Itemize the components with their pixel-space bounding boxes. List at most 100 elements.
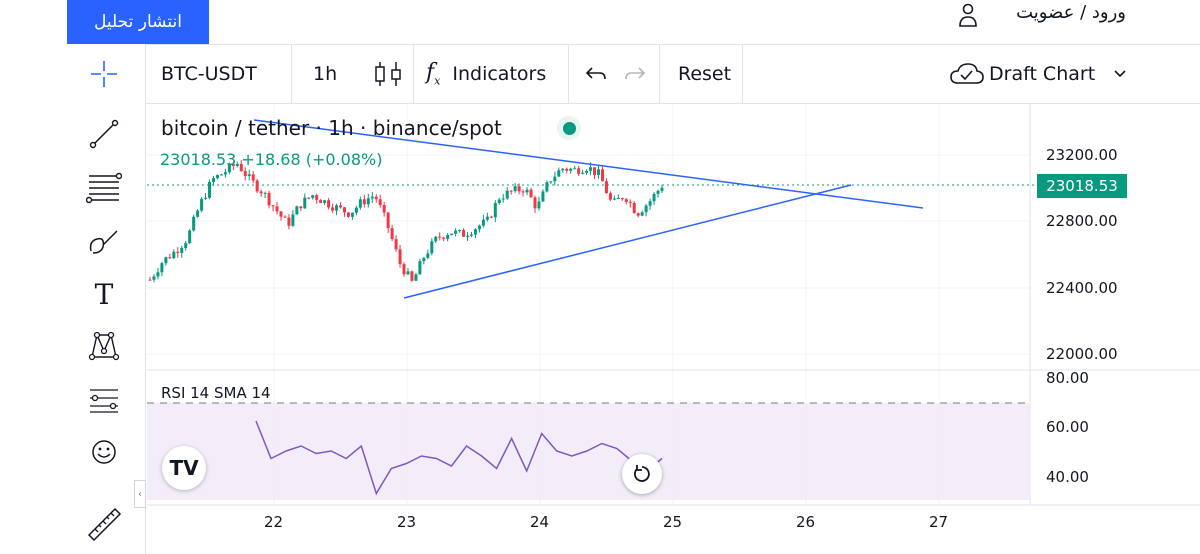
candle-body [414,274,418,281]
candle-body [517,186,521,192]
candle-body [561,168,565,171]
candle-body [247,174,251,177]
candle-body [176,251,180,253]
y-axis-label: 22000.00 [1046,345,1118,363]
y-axis-label: 22400.00 [1046,279,1118,297]
candle-body [196,210,200,217]
fib-lines-icon [86,172,122,204]
candle-body [485,216,489,220]
candle-body [549,181,553,183]
candle-body [231,164,235,167]
candle-body [291,214,295,226]
rsi-band [147,403,1030,500]
candle-body [569,168,573,171]
draft-chart-dropdown[interactable]: Draft Chart [949,45,1127,103]
emoji-tool[interactable] [84,432,124,472]
candle-body [640,212,644,216]
rsi-legend[interactable]: RSI 14 SMA 14 [161,384,271,402]
candle-body [362,199,366,205]
reset-button[interactable]: Reset [678,63,732,85]
candle-body [188,230,192,244]
x-axis-label: 23 [397,513,417,531]
undo-button[interactable] [584,45,608,103]
candle-body [287,217,291,226]
candle-body [593,167,597,175]
x-axis-label: 27 [929,513,949,531]
user-icon[interactable] [956,2,980,28]
reset-chart-button[interactable] [622,454,662,494]
candle-body [172,251,176,259]
crosshair-tool[interactable] [84,54,124,94]
trend-line-icon [89,119,119,149]
candle-body [303,197,307,209]
candle-body [219,174,223,176]
candle-body [168,257,172,259]
upper-trend-line[interactable] [253,119,924,209]
pattern-tool[interactable] [84,326,124,366]
market-status-icon[interactable] [557,116,581,140]
current-price-tag: 23018.53 [1037,174,1127,198]
tradingview-logo[interactable]: TV [162,446,206,490]
candle-body [624,199,628,202]
candle-body [279,211,283,217]
candle-body [204,197,208,199]
collapse-toolbar-button[interactable]: ‹ [134,480,146,508]
candle-body [323,200,327,203]
publish-analysis-button[interactable]: انتشار تحلیل [67,0,209,44]
candle-body [533,197,537,209]
candle-body [581,172,585,174]
candle-body [378,199,382,206]
candle-body [450,233,454,236]
candle-body [243,171,247,177]
candle-body [545,182,549,192]
lower-trend-line[interactable] [403,184,852,299]
candle-body [295,206,299,215]
candle-body [350,212,354,217]
candle-body [497,199,501,204]
candle-body [390,228,394,240]
x-axis-label: 26 [796,513,816,531]
candle-body [612,198,616,200]
candle-body [462,230,466,237]
interval-selector[interactable]: 1h [313,63,338,85]
candle-body [184,243,188,248]
candle-body [434,236,438,242]
text-icon: T [94,277,114,311]
candle-body [223,172,227,175]
indicators-button[interactable]: fx Indicators [426,45,546,103]
brush-tool[interactable] [84,222,124,262]
candle-body [596,169,600,175]
chart-toolbar: BTC-USDT 1h fx Indicators Reset Draft Ch… [146,44,1200,104]
candle-body [315,195,319,200]
trend-line-tool[interactable] [84,114,124,154]
candle-body [200,198,204,211]
candle-body [469,234,473,236]
candle-body [505,190,509,199]
candle-body [354,207,358,213]
top-bar: انتشار تحلیل ورود / عضویت [0,0,1200,44]
candle-body [148,279,152,281]
ruler-tool[interactable] [84,504,124,544]
text-tool[interactable]: T [84,274,124,314]
prediction-tool[interactable] [84,380,124,420]
candle-body [656,190,660,194]
fib-retracement-tool[interactable] [84,168,124,208]
candle-body [370,196,374,199]
candle-body [529,189,533,198]
login-register-link[interactable]: ورود / عضویت [1016,2,1126,23]
brush-icon [89,230,118,254]
candle-body [235,163,239,167]
candle-body [227,164,231,173]
redo-button[interactable] [623,45,647,103]
symbol-selector[interactable]: BTC-USDT [161,63,257,85]
candle-body [212,178,216,182]
candle-body [418,261,422,275]
candle-body [160,263,164,273]
candle-body [454,230,458,234]
candle-body [239,163,243,172]
candle-body [374,196,378,200]
redo-icon [625,67,646,80]
chart-type-button[interactable] [371,45,405,103]
chart-legend-price: 23018.53 +18.68 (+0.08%) [160,150,383,169]
